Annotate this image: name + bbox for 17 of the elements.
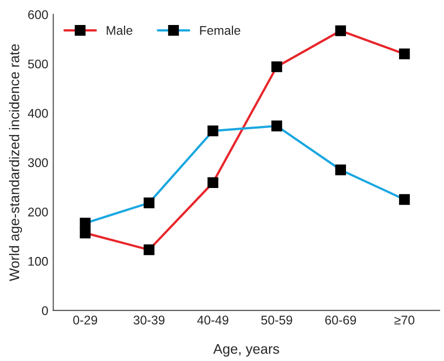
y-tick-label: 100 — [28, 256, 48, 266]
x-axis-title: Age, years — [213, 344, 280, 357]
x-tick-label: 0-29 — [73, 316, 98, 325]
y-tick-label: 500 — [28, 60, 48, 68]
x-tick-label: 40-49 — [197, 316, 228, 325]
legend-label: Male — [106, 26, 132, 35]
y-tick-label: 300 — [28, 158, 48, 168]
x-tick-label: 50-59 — [261, 316, 292, 325]
legend-label: Female — [200, 26, 240, 35]
x-tick-label: ≥70 — [394, 316, 414, 325]
y-tick-label: 0 — [42, 306, 48, 316]
y-tick-label: 400 — [28, 108, 48, 118]
y-tick-label: 600 — [28, 10, 48, 20]
x-tick-label: 60-69 — [325, 316, 356, 325]
x-tick-label: 30-39 — [134, 316, 164, 325]
y-axis-title: World age-standardized incidence rate — [9, 44, 22, 282]
y-tick-label: 200 — [28, 208, 48, 216]
